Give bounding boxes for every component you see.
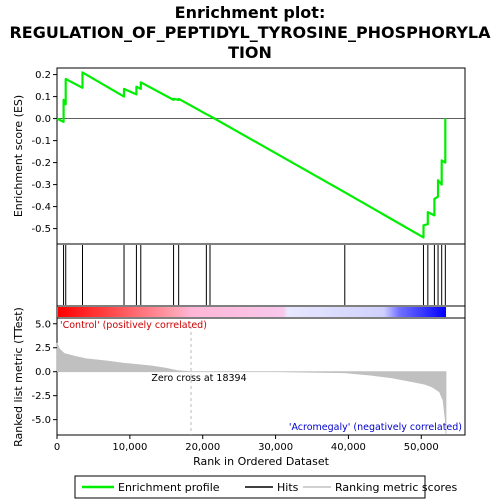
metric-ytick-label: 0.0 bbox=[35, 367, 51, 378]
metric-ytick-label: -2.5 bbox=[31, 391, 51, 402]
hits-panel-frame bbox=[56, 243, 466, 307]
es-panel: 0.2 0.1 0.0 -0.1 -0.2 -0.3 -0.4 -0.5 bbox=[31, 70, 465, 239]
es-ytick-label: -0.3 bbox=[31, 180, 51, 191]
x-axis: 0 10,000 20,000 30,000 40,000 50,000 bbox=[54, 435, 439, 453]
x-tick-label: 40,000 bbox=[331, 442, 366, 453]
x-tick-label: 0 bbox=[54, 442, 60, 453]
es-y-axis-label: Enrichment score (ES) bbox=[12, 95, 25, 217]
x-tick-label: 20,000 bbox=[185, 442, 220, 453]
chart-title-line-3: TION bbox=[228, 43, 272, 62]
x-tick-label: 50,000 bbox=[404, 442, 439, 453]
metric-ytick-label: 5.0 bbox=[35, 319, 51, 330]
es-ytick-label: -0.5 bbox=[31, 224, 51, 235]
x-axis-label: Rank in Ordered Dataset bbox=[193, 455, 330, 468]
metric-panel: 5.0 2.5 0.0 -2.5 -5.0 bbox=[31, 319, 447, 435]
es-panel-frame bbox=[56, 67, 466, 245]
rank-colorbar bbox=[58, 307, 447, 317]
metric-ytick-label: -5.0 bbox=[31, 415, 51, 426]
legend-hits-label: Hits bbox=[277, 481, 299, 494]
es-ytick-label: -0.1 bbox=[31, 136, 51, 147]
metric-y-axis-label: Ranked list metric (TTest) bbox=[12, 307, 25, 447]
rank-gradient bbox=[58, 307, 447, 317]
zero-cross-label: Zero cross at 18394 bbox=[151, 373, 246, 384]
es-ytick-label: -0.2 bbox=[31, 158, 51, 169]
legend-profile-label: Enrichment profile bbox=[118, 481, 220, 494]
metric-ytick-label: 2.5 bbox=[35, 343, 51, 354]
positive-correlation-label: 'Control' (positively correlated) bbox=[60, 320, 207, 331]
ranking-metric-area bbox=[56, 342, 447, 435]
enrichment-profile-line bbox=[56, 71, 447, 239]
chart-title-line-1: Enrichment plot: bbox=[175, 3, 326, 22]
es-ytick-label: 0.1 bbox=[35, 92, 51, 103]
es-ytick-label: 0.2 bbox=[35, 70, 51, 81]
hits-panel bbox=[63, 245, 446, 305]
legend-metric-label: Ranking metric scores bbox=[335, 481, 457, 494]
x-tick-label: 10,000 bbox=[112, 442, 147, 453]
x-tick-label: 30,000 bbox=[258, 442, 293, 453]
negative-correlation-label: 'Acromegaly' (negatively correlated) bbox=[289, 422, 462, 433]
es-ytick-label: -0.4 bbox=[31, 202, 51, 213]
es-ytick-label: 0.0 bbox=[35, 114, 51, 125]
chart-title-line-2: REGULATION_OF_PEPTIDYL_TYROSINE_PHOSPHOR… bbox=[9, 23, 491, 42]
